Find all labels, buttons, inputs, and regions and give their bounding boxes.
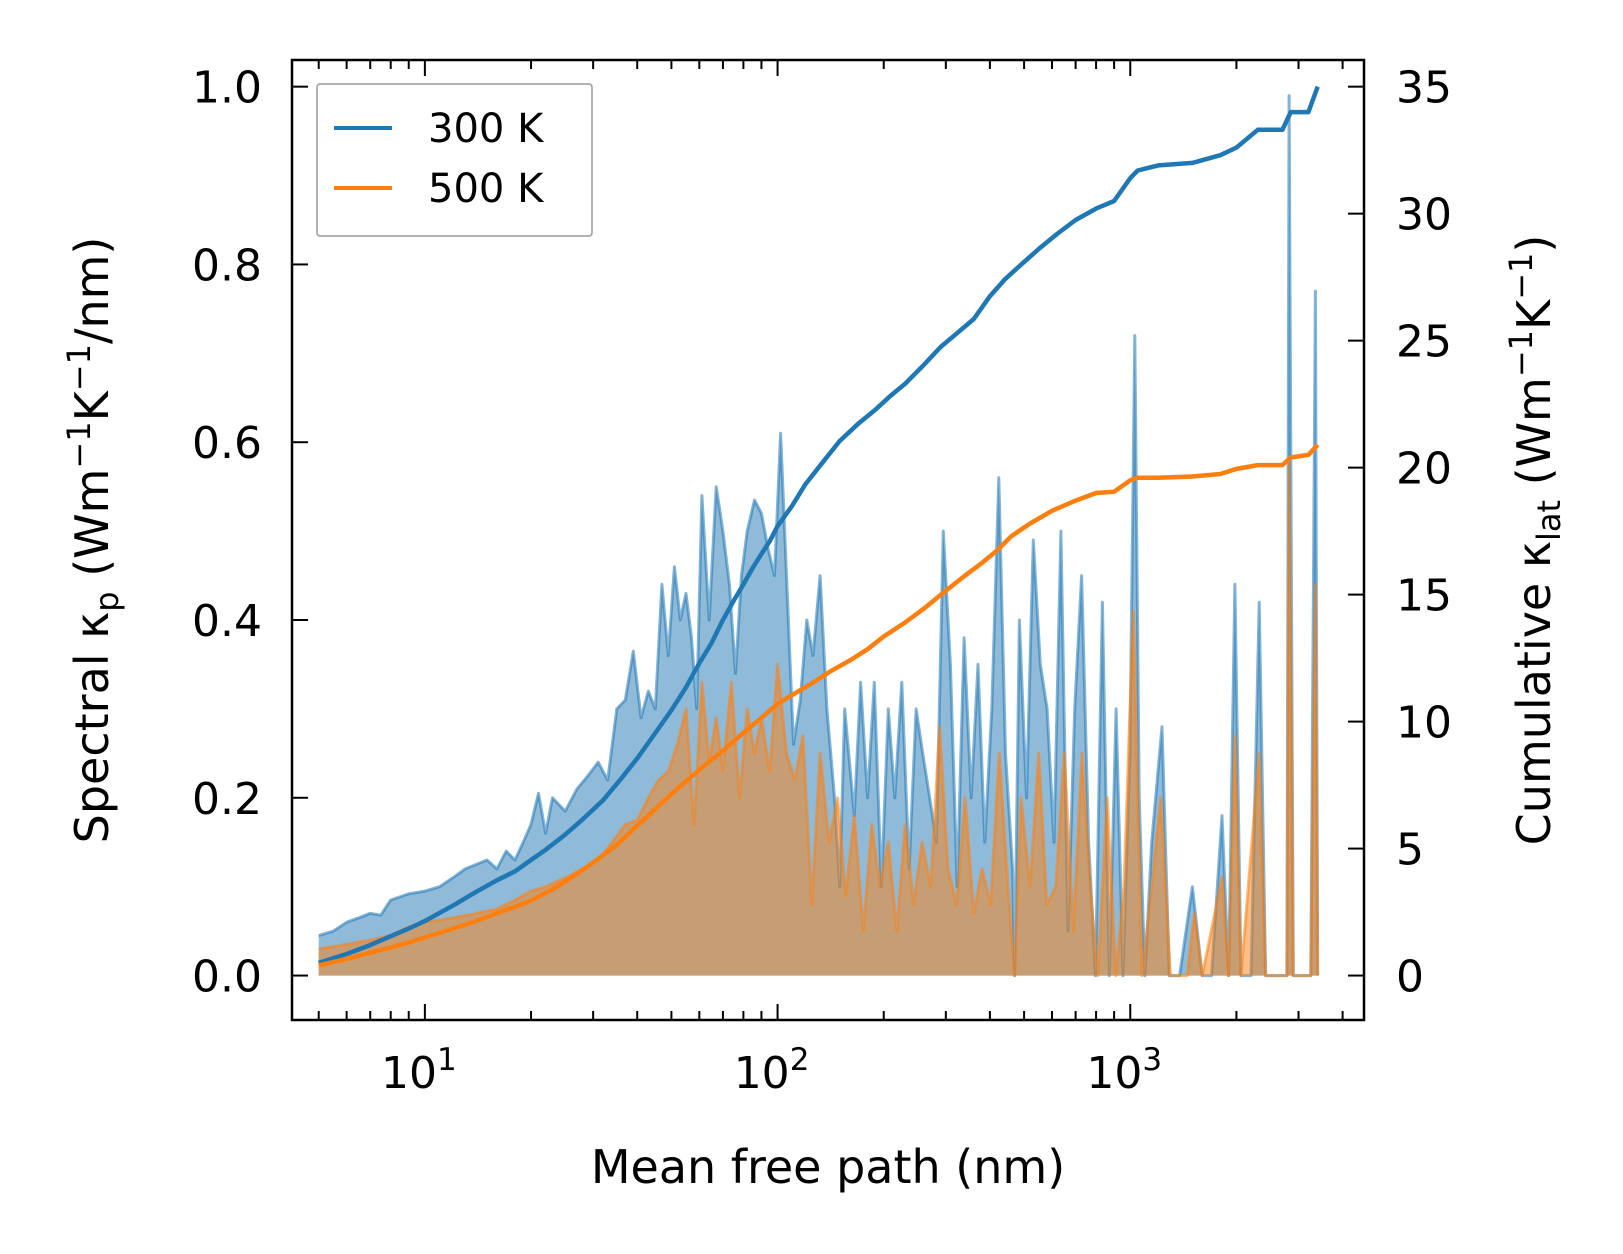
y-right-tick-label: 25 bbox=[1396, 317, 1452, 368]
y-right-tick-label: 5 bbox=[1396, 825, 1424, 876]
y-left-tick-label: 0.6 bbox=[192, 418, 262, 469]
y-left-tick-label: 0.2 bbox=[192, 774, 262, 825]
legend-box bbox=[316, 83, 593, 237]
legend-label-300k: 300 K bbox=[428, 106, 545, 152]
x-tick-label: 103 bbox=[1086, 1042, 1162, 1099]
x-tick-label: 102 bbox=[734, 1042, 810, 1099]
y-right-tick-label: 0 bbox=[1396, 952, 1424, 1003]
plot-area bbox=[318, 85, 1320, 978]
spectral-line-500k bbox=[318, 458, 1320, 978]
axis-ticks bbox=[292, 60, 1364, 1020]
y-left-tick-label: 0.0 bbox=[192, 952, 262, 1003]
x-axis-title: Mean free path (nm) bbox=[591, 1140, 1065, 1194]
legend-label-500k: 500 K bbox=[428, 166, 545, 212]
y-right-tick-label: 15 bbox=[1396, 571, 1452, 622]
left-y-axis-title: Spectral κp (Wm−1K−1/nm) bbox=[60, 237, 126, 844]
y-left-tick-label: 0.8 bbox=[192, 240, 262, 291]
x-tick-label: 101 bbox=[381, 1042, 457, 1099]
y-right-tick-label: 10 bbox=[1396, 698, 1452, 749]
cumulative-line-500k bbox=[318, 443, 1320, 968]
y-right-tick-label: 30 bbox=[1396, 190, 1452, 241]
right-y-axis-title: Cumulative κlat (Wm−1K−1) bbox=[1502, 235, 1568, 846]
y-right-tick-label: 20 bbox=[1396, 444, 1452, 495]
y-right-tick-label: 35 bbox=[1396, 63, 1452, 114]
legend: 300 K 500 K bbox=[316, 83, 593, 237]
y-left-tick-label: 0.4 bbox=[192, 596, 262, 647]
cumulative-line-300k bbox=[318, 85, 1320, 966]
plot-frame bbox=[290, 58, 1366, 1022]
y-left-tick-label: 1.0 bbox=[192, 63, 262, 114]
